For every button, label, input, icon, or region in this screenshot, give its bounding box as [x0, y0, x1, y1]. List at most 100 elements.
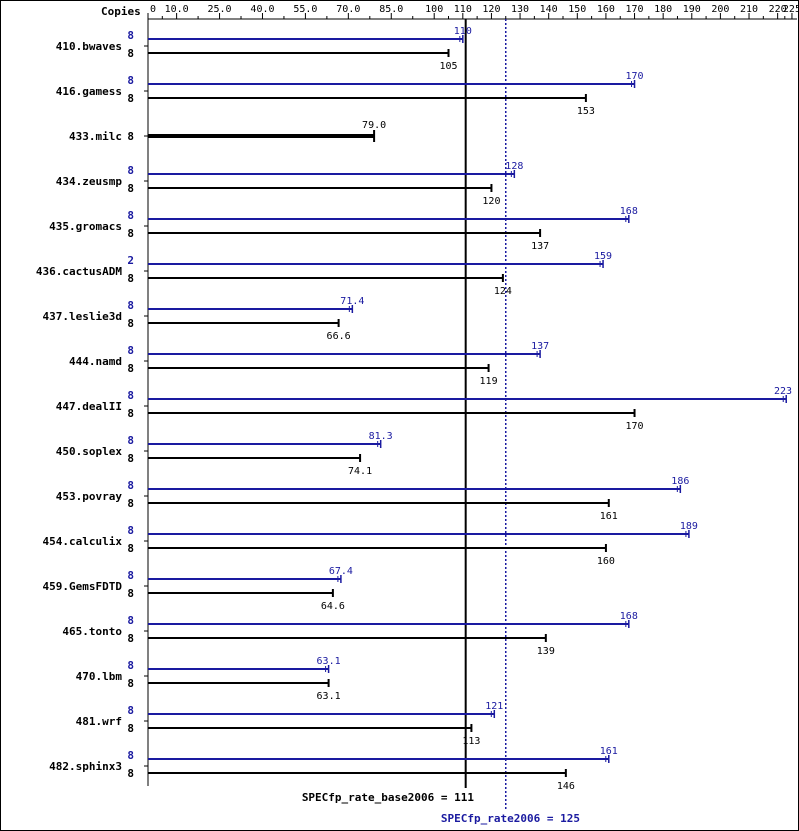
base-copies-label: 8 [127, 677, 134, 690]
category-label: 454.calculix [43, 535, 123, 548]
peak-reference-label: SPECfp_rate2006 = 125 [441, 812, 580, 825]
axis-tick-label: 40.0 [250, 4, 274, 15]
peak-copies-label: 8 [127, 704, 134, 717]
category-label: 444.namd [69, 355, 122, 368]
base-value-label: 79.0 [362, 120, 386, 131]
header-copies-label: Copies [101, 5, 141, 18]
base-copies-label: 8 [127, 130, 134, 143]
axis-tick-label: 180 [654, 4, 672, 15]
base-copies-label: 8 [127, 227, 134, 240]
base-copies-label: 8 [127, 722, 134, 735]
base-value-label: 66.6 [327, 331, 351, 342]
peak-copies-label: 8 [127, 659, 134, 672]
category-label: 482.sphinx3 [49, 760, 122, 773]
axis-tick-label: 200 [711, 4, 729, 15]
peak-copies-label: 8 [127, 209, 134, 222]
category-label: 436.cactusADM [36, 265, 122, 278]
category-label: 459.GemsFDTD [43, 580, 123, 593]
peak-copies-label: 8 [127, 389, 134, 402]
peak-copies-label: 8 [127, 29, 134, 42]
peak-value-label: 137 [531, 341, 549, 352]
peak-value-label: 128 [505, 161, 523, 172]
base-value-label: 63.1 [317, 691, 341, 702]
base-copies-label: 8 [127, 47, 134, 60]
base-copies-label: 8 [127, 407, 134, 420]
peak-copies-label: 8 [127, 524, 134, 537]
base-value-label: 64.6 [321, 601, 345, 612]
base-copies-label: 8 [127, 632, 134, 645]
base-value-label: 170 [626, 421, 644, 432]
base-copies-label: 8 [127, 272, 134, 285]
base-copies-label: 8 [127, 317, 134, 330]
axis-tick-label: 150 [568, 4, 586, 15]
base-value-label: 119 [480, 376, 498, 387]
category-label: 435.gromacs [49, 220, 122, 233]
axis-tick-label: 130 [511, 4, 529, 15]
base-value-label: 153 [577, 106, 595, 117]
axis-tick-label: 190 [683, 4, 701, 15]
category-label: 470.lbm [76, 670, 123, 683]
axis-tick-label: 210 [740, 4, 758, 15]
axis-tick-label: 110 [454, 4, 472, 15]
peak-copies-label: 8 [127, 569, 134, 582]
peak-value-label: 161 [600, 746, 618, 757]
axis-tick-label: 170 [626, 4, 644, 15]
base-value-label: 105 [439, 61, 457, 72]
base-copies-label: 8 [127, 542, 134, 555]
axis-tick-label: 0 [150, 4, 156, 15]
category-label: 437.leslie3d [43, 310, 122, 323]
category-label: 465.tonto [62, 625, 122, 638]
base-copies-label: 8 [127, 182, 134, 195]
peak-value-label: 189 [680, 521, 698, 532]
base-value-label: 160 [597, 556, 615, 567]
category-label: 434.zeusmp [56, 175, 123, 188]
axis-tick-label: 70.0 [336, 4, 360, 15]
peak-copies-label: 8 [127, 479, 134, 492]
axis-tick-label: 220 [769, 4, 787, 15]
peak-value-label: 168 [620, 206, 638, 217]
peak-value-label: 63.1 [317, 656, 341, 667]
axis-tick-label: 120 [482, 4, 500, 15]
category-label: 450.soplex [56, 445, 123, 458]
peak-value-label: 223 [774, 386, 792, 397]
peak-value-label: 67.4 [329, 566, 353, 577]
category-label: 447.dealII [56, 400, 122, 413]
base-copies-label: 8 [127, 497, 134, 510]
base-value-label: 161 [600, 511, 618, 522]
base-copies-label: 8 [127, 92, 134, 105]
peak-copies-label: 8 [127, 344, 134, 357]
category-label: 481.wrf [76, 715, 122, 728]
category-label: 433.milc [69, 130, 122, 143]
axis-tick-label: 10.0 [165, 4, 189, 15]
base-value-label: 113 [462, 736, 480, 747]
axis-tick-label: 55.0 [293, 4, 317, 15]
peak-value-label: 81.3 [369, 431, 393, 442]
category-label: 410.bwaves [56, 40, 122, 53]
category-label: 416.gamess [56, 85, 122, 98]
category-label: 453.povray [56, 490, 123, 503]
peak-copies-label: 8 [127, 749, 134, 762]
peak-value-label: 186 [671, 476, 689, 487]
axis-tick-label: 85.0 [379, 4, 403, 15]
base-copies-label: 8 [127, 767, 134, 780]
base-value-label: 124 [494, 286, 512, 297]
base-copies-label: 8 [127, 362, 134, 375]
base-value-label: 139 [537, 646, 555, 657]
peak-copies-label: 8 [127, 299, 134, 312]
peak-value-label: 110 [454, 26, 472, 37]
peak-value-label: 170 [626, 71, 644, 82]
base-copies-label: 8 [127, 587, 134, 600]
peak-copies-label: 8 [127, 74, 134, 87]
peak-value-label: 121 [485, 701, 503, 712]
axis-tick-label: 100 [425, 4, 443, 15]
peak-copies-label: 8 [127, 614, 134, 627]
axis-tick-label: 25.0 [208, 4, 232, 15]
base-copies-label: 8 [127, 452, 134, 465]
peak-value-label: 168 [620, 611, 638, 622]
base-value-label: 137 [531, 241, 549, 252]
peak-copies-label: 8 [127, 434, 134, 447]
axis-tick-label: 140 [540, 4, 558, 15]
base-value-label: 74.1 [348, 466, 372, 477]
peak-copies-label: 2 [127, 254, 134, 267]
